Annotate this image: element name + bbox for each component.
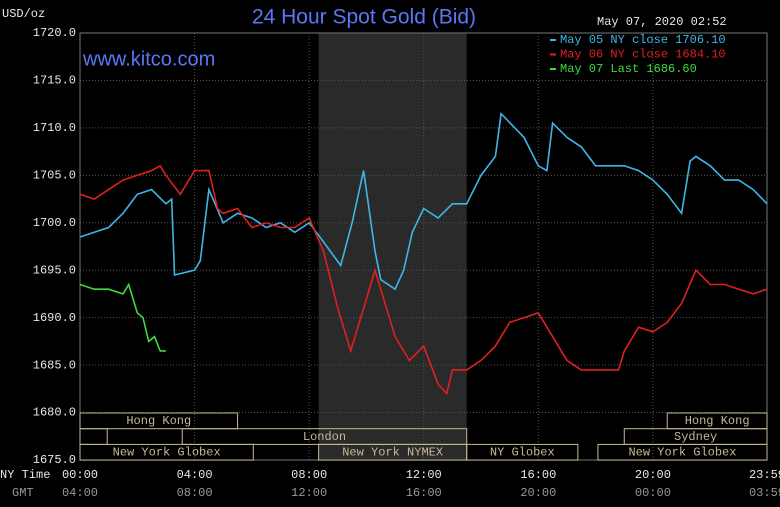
highlight-band — [318, 33, 467, 460]
x-tick-label: 04:00 — [177, 468, 213, 482]
session-box — [466, 443, 579, 461]
y-tick-label: 1710.0 — [33, 121, 76, 135]
x-tick-label: 08:00 — [291, 468, 327, 482]
line — [79, 164, 768, 396]
x2-tick-label: 04:00 — [62, 486, 98, 500]
session-label: NY Globex — [490, 446, 555, 460]
x-axis-label: NY Time — [0, 468, 50, 482]
y-tick-label: 1720.0 — [33, 26, 76, 40]
chart-title: 24 Hour Spot Gold (Bid) — [252, 6, 476, 29]
x2-tick-label: 00:00 — [635, 486, 671, 500]
legend-label: May 05 NY close 1706.10 — [560, 33, 726, 47]
x2-tick-label: 03:59 — [749, 486, 780, 500]
y-tick-label: 1715.0 — [33, 74, 76, 88]
x-tick-label: 00:00 — [62, 468, 98, 482]
y-tick-label: 1700.0 — [33, 216, 76, 230]
timestamp: May 07, 2020 02:52 — [597, 15, 727, 29]
session-label: Hong Kong — [685, 414, 750, 428]
y-tick-label: 1680.0 — [33, 406, 76, 420]
line — [79, 111, 768, 291]
x-tick-label: 16:00 — [520, 468, 556, 482]
x-tick-label: 12:00 — [406, 468, 442, 482]
session-label: New York Globex — [628, 446, 736, 460]
source: www.kitco.com — [82, 48, 215, 70]
session-box — [79, 443, 254, 461]
x-tick-label: 20:00 — [635, 468, 671, 482]
legend-label: May 06 NY close 1684.10 — [560, 48, 726, 62]
x2-tick-label: 12:00 — [291, 486, 327, 500]
y-axis-unit: USD/oz — [2, 7, 45, 21]
session-box — [79, 428, 108, 445]
session-label: London — [303, 430, 346, 444]
session-label: New York NYMEX — [342, 446, 443, 460]
x2-tick-label: 08:00 — [177, 486, 213, 500]
session-box — [79, 412, 239, 430]
x2-axis-label: GMT — [12, 486, 34, 500]
y-tick-label: 1675.0 — [33, 453, 76, 467]
x2-tick-label: 20:00 — [520, 486, 556, 500]
y-tick-label: 1705.0 — [33, 169, 76, 183]
session-label: Sydney — [674, 430, 717, 444]
session-label: Hong Kong — [126, 414, 191, 428]
line — [79, 282, 166, 352]
x-tick-label: 23:59 — [749, 468, 780, 482]
y-tick-label: 1690.0 — [33, 311, 76, 325]
legend-label: May 07 Last 1686.60 — [560, 62, 697, 76]
y-tick-label: 1695.0 — [33, 263, 76, 277]
x2-tick-label: 16:00 — [406, 486, 442, 500]
session-box — [597, 443, 768, 461]
session-label: New York Globex — [113, 446, 221, 460]
y-tick-label: 1685.0 — [33, 358, 76, 372]
